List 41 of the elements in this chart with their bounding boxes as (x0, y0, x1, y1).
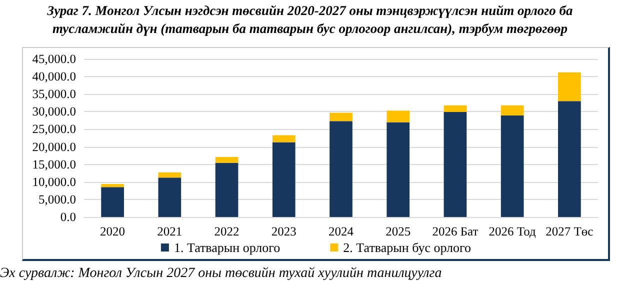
legend-label: 2. Татварын бус орлого (343, 240, 472, 255)
bar (101, 184, 124, 188)
y-tick-label: 45,000.0 (32, 52, 76, 66)
legend-label: 1. Татварын орлого (174, 240, 280, 255)
y-tick-label: 20,000.0 (32, 140, 76, 154)
y-tick-label: 15,000.0 (32, 157, 76, 172)
bar (330, 112, 352, 122)
x-tick-label: 2024 (328, 224, 354, 238)
bar (444, 112, 467, 217)
y-tick-label: 25,000.0 (32, 122, 76, 136)
x-tick-label: 2023 (271, 224, 296, 238)
y-tick-label: 0.0 (60, 210, 76, 224)
bar (215, 156, 238, 163)
x-tick-label: 2025 (386, 224, 411, 238)
bar (386, 122, 410, 217)
bar (158, 172, 182, 178)
y-tick-label: 10,000.0 (32, 174, 76, 189)
y-tick-label: 35,000.0 (32, 87, 76, 102)
y-tick-label: 5,000.0 (38, 192, 76, 206)
bar (101, 187, 124, 217)
x-tick-label: 2022 (214, 224, 240, 238)
bar (215, 162, 238, 217)
bar (444, 105, 467, 112)
chart-title: Зураг 7. Монгол Улсын нэгдсэн төсвийн 2020-2027 оны тэнцвэржүүлсэн нийт орлого ба тусламжийн дүн (татварын ба татварын бус орлогоор ангилсан), тэрбум төгрөгөөр (46, 2, 574, 38)
bar (272, 142, 296, 217)
x-tick-label: 2021 (157, 224, 182, 238)
bar (558, 101, 581, 217)
y-tick-label: 40,000.0 (32, 70, 76, 84)
bar (330, 121, 352, 217)
x-tick-label: 2020 (100, 224, 126, 238)
x-tick-label: 2027 Төс (546, 224, 594, 238)
bar (386, 110, 410, 122)
bar (158, 178, 182, 217)
bar (500, 105, 524, 116)
bar (272, 135, 296, 142)
y-tick-label: 30,000.0 (32, 104, 76, 119)
bar (558, 72, 581, 102)
text: Эх сурвалж: Монгол Улсын 2027 оны төсвийн тухай хуулийн танилцуулга (0, 266, 442, 282)
bar (500, 116, 524, 217)
x-tick-label: 2026 Бат (432, 224, 479, 238)
x-tick-label: 2026 Тод (488, 224, 537, 238)
